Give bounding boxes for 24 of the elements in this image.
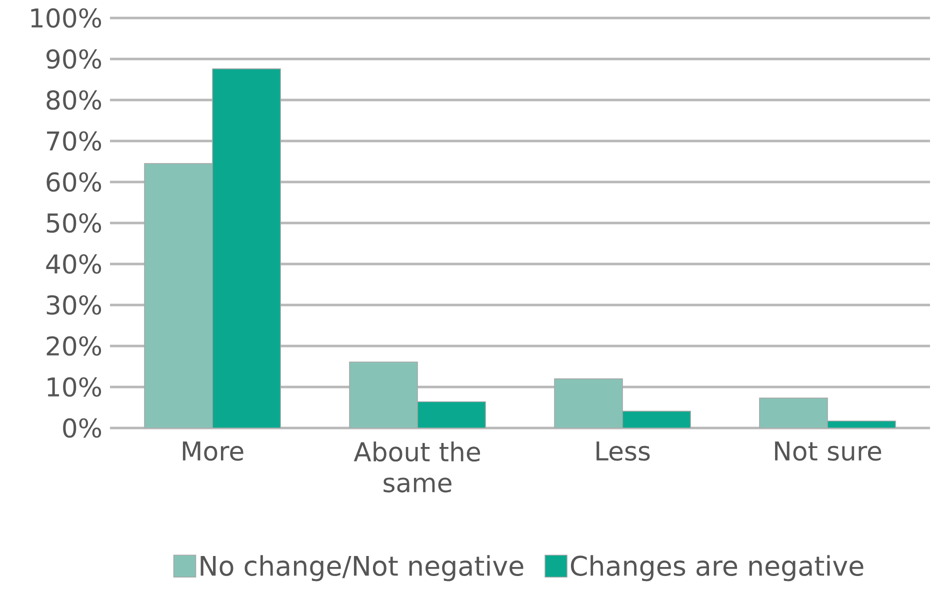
x-tick-label: Less	[596, 442, 650, 461]
bar	[759, 398, 828, 428]
x-tick-label: More	[182, 442, 244, 461]
y-tick-label: 50%	[46, 213, 102, 233]
y-tick-label: 80%	[46, 90, 102, 110]
bar	[144, 163, 213, 428]
x-tick-label: About the same	[354, 442, 480, 492]
y-tick-label: 40%	[46, 254, 102, 274]
y-tick-label: 70%	[47, 131, 102, 151]
bar	[554, 378, 623, 428]
legend-label: No change/Not negative	[200, 555, 524, 582]
bar	[417, 401, 486, 428]
bar	[622, 410, 691, 428]
y-tick-label: 90%	[46, 49, 102, 69]
y-tick-label: 10%	[48, 377, 102, 397]
x-tick-label: Not sure	[775, 442, 882, 461]
y-tick-label: 20%	[46, 336, 102, 356]
y-tick-label: 100%	[31, 8, 102, 28]
y-tick-label: 0%	[63, 418, 102, 438]
y-tick-label: 30%	[46, 295, 102, 315]
bar	[212, 68, 281, 428]
y-tick-label: 60%	[46, 172, 102, 192]
bar	[349, 362, 418, 428]
legend-label: Changes are negative	[570, 555, 864, 582]
